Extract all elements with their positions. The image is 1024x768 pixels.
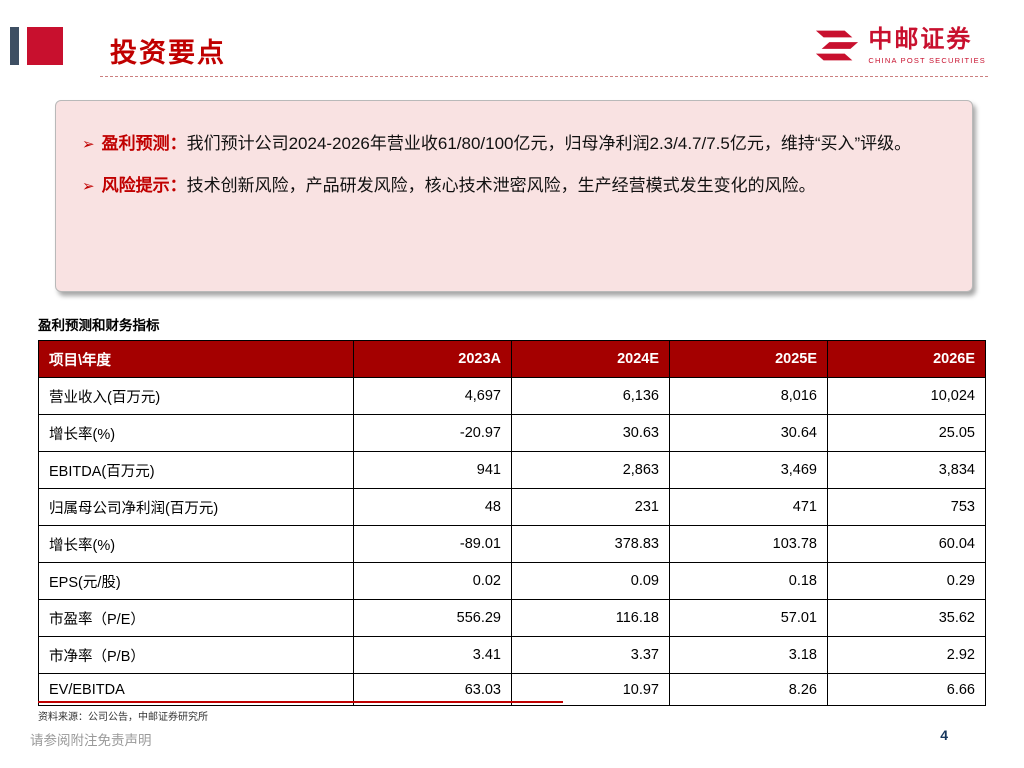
- highlight-label: 盈利预测：: [101, 134, 187, 153]
- page-title: 投资要点: [110, 38, 226, 68]
- header-divider: [100, 76, 988, 77]
- col-header-2025e: 2025E: [669, 340, 828, 378]
- cell-value: 0.09: [511, 562, 670, 600]
- cell-value: 116.18: [511, 599, 670, 637]
- cell-value: -20.97: [353, 414, 512, 452]
- cell-value: 556.29: [353, 599, 512, 637]
- cell-value: 3.18: [669, 636, 828, 674]
- highlight-item-risk-warning: ➢ 风险提示：技术创新风险，产品研发风险，核心技术泄密风险，生产经营模式发生变化的…: [82, 165, 942, 207]
- row-label: 市盈率（P/E）: [38, 599, 354, 637]
- table-row: 市净率（P/B） 3.41 3.37 3.18 2.92: [38, 636, 986, 674]
- table-row: EV/EBITDA 63.03 10.97 8.26 6.66: [38, 673, 986, 706]
- logo-text: 中邮证券 CHINA POST SECURITIES: [868, 26, 986, 65]
- cell-value: 6.66: [827, 673, 986, 706]
- cell-value: 8.26: [669, 673, 828, 706]
- col-header-2024e: 2024E: [511, 340, 670, 378]
- accent-bar-dark: [10, 27, 19, 65]
- highlight-item-profit-forecast: ➢ 盈利预测：我们预计公司2024-2026年营业收61/80/100亿元，归母净…: [82, 123, 942, 165]
- table-row: EPS(元/股) 0.02 0.09 0.18 0.29: [38, 562, 986, 600]
- cell-value: 0.18: [669, 562, 828, 600]
- cell-value: 48: [353, 488, 512, 526]
- col-header-2023a: 2023A: [353, 340, 512, 378]
- cell-value: 30.64: [669, 414, 828, 452]
- row-label: 增长率(%): [38, 525, 354, 563]
- cell-value: 3.41: [353, 636, 512, 674]
- china-post-logo-icon: [816, 30, 859, 61]
- col-header-2026e: 2026E: [827, 340, 986, 378]
- cell-value: 35.62: [827, 599, 986, 637]
- cell-value: 2,863: [511, 451, 670, 489]
- cell-value: 60.04: [827, 525, 986, 563]
- cell-value: 3.37: [511, 636, 670, 674]
- financial-forecast-table: 项目\年度 2023A 2024E 2025E 2026E 营业收入(百万元) …: [38, 340, 986, 706]
- source-divider: [38, 701, 563, 703]
- table-row: EBITDA(百万元) 941 2,863 3,469 3,834: [38, 451, 986, 489]
- cell-value: 3,469: [669, 451, 828, 489]
- table-header-row: 项目\年度 2023A 2024E 2025E 2026E: [38, 340, 986, 378]
- highlight-text: 技术创新风险，产品研发风险，核心技术泄密风险，生产经营模式发生变化的风险。: [186, 175, 816, 195]
- highlight-label: 风险提示：: [101, 175, 187, 195]
- bullet-arrow-icon: ➢: [82, 177, 95, 195]
- footer-disclaimer: 请参阅附注免责声明: [30, 733, 152, 748]
- cell-value: 6,136: [511, 377, 670, 415]
- company-logo: 中邮证券 CHINA POST SECURITIES: [814, 26, 986, 66]
- cell-value: 3,834: [827, 451, 986, 489]
- table-row: 营业收入(百万元) 4,697 6,136 8,016 10,024: [38, 377, 986, 415]
- row-label: EV/EBITDA: [38, 673, 354, 706]
- cell-value: 753: [827, 488, 986, 526]
- row-label: 营业收入(百万元): [38, 377, 354, 415]
- cell-value: 0.02: [353, 562, 512, 600]
- table-row: 增长率(%) -89.01 378.83 103.78 60.04: [38, 525, 986, 563]
- table-row: 市盈率（P/E） 556.29 116.18 57.01 35.62: [38, 599, 986, 637]
- logo-name-en: CHINA POST SECURITIES: [868, 55, 986, 65]
- cell-value: 10.97: [511, 673, 670, 706]
- bullet-arrow-icon: ➢: [82, 136, 95, 153]
- cell-value: 4,697: [353, 377, 512, 415]
- row-label: 增长率(%): [38, 414, 354, 452]
- table-row: 增长率(%) -20.97 30.63 30.64 25.05: [38, 414, 986, 452]
- cell-value: 57.01: [669, 599, 828, 637]
- cell-value: -89.01: [353, 525, 512, 563]
- source-text: 资料来源：公司公告，中邮证券研究所: [38, 712, 208, 723]
- cell-value: 0.29: [827, 562, 986, 600]
- page-number: 4: [940, 727, 948, 743]
- highlight-text: 我们预计公司2024-2026年营业收61/80/100亿元，归母净利润2.3/…: [186, 134, 912, 153]
- logo-name-cn: 中邮证券: [868, 26, 973, 54]
- row-label: EBITDA(百万元): [38, 451, 354, 489]
- row-label: 归属母公司净利润(百万元): [38, 488, 354, 526]
- cell-value: 378.83: [511, 525, 670, 563]
- cell-value: 941: [353, 451, 512, 489]
- cell-value: 30.63: [511, 414, 670, 452]
- table-caption: 盈利预测和财务指标: [38, 318, 160, 333]
- cell-value: 10,024: [827, 377, 986, 415]
- table-row: 归属母公司净利润(百万元) 48 231 471 753: [38, 488, 986, 526]
- cell-value: 25.05: [827, 414, 986, 452]
- accent-bar-red: [27, 27, 63, 65]
- title-accent-bars: [10, 27, 63, 65]
- row-label: 市净率（P/B）: [38, 636, 354, 674]
- cell-value: 471: [669, 488, 828, 526]
- cell-value: 8,016: [669, 377, 828, 415]
- cell-value: 231: [511, 488, 670, 526]
- col-header-item: 项目\年度: [38, 340, 354, 378]
- cell-value: 103.78: [669, 525, 828, 563]
- row-label: EPS(元/股): [38, 562, 354, 600]
- highlights-box: ➢ 盈利预测：我们预计公司2024-2026年营业收61/80/100亿元，归母净…: [55, 100, 973, 292]
- cell-value: 2.92: [827, 636, 986, 674]
